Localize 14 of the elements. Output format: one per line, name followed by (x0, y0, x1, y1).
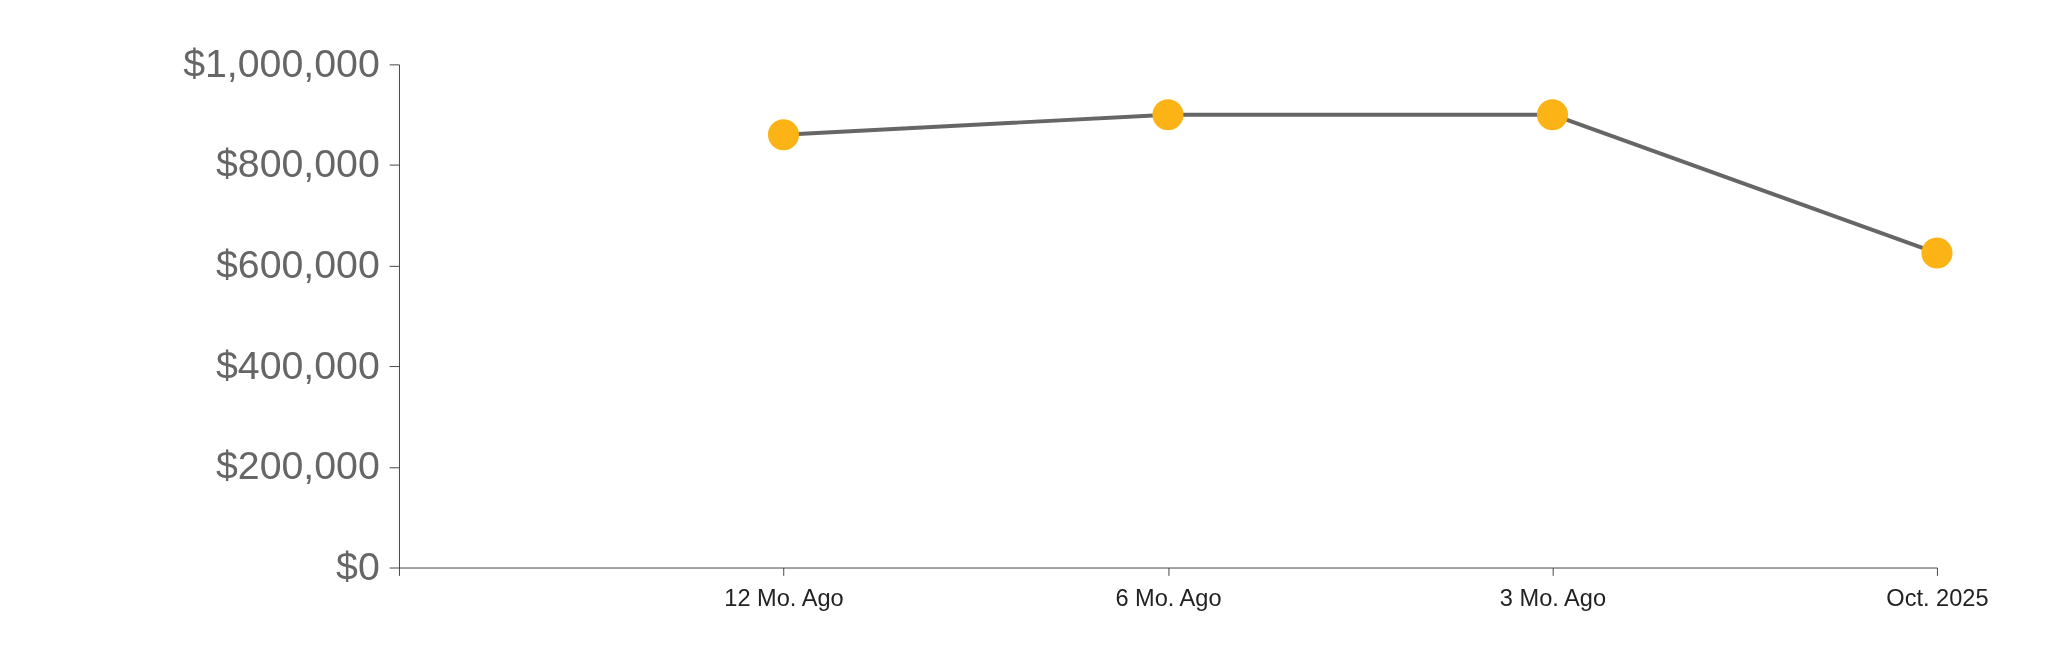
y-tick-label: $1,000,000 (183, 40, 380, 85)
y-tick-label: $200,000 (215, 443, 380, 488)
x-tick-label: 12 Mo. Ago (724, 585, 844, 612)
point (767, 119, 800, 151)
y-tick-label: $0 (336, 543, 380, 588)
x-tick-label: Oct. 2025 (1886, 585, 1989, 612)
point (1921, 237, 1953, 269)
x-tick-label: 3 Mo. Ago (1499, 585, 1607, 612)
x-tick-label: 6 Mo. Ago (1115, 585, 1222, 612)
y-tick-label: $400,000 (215, 342, 380, 387)
point (1152, 99, 1184, 131)
y-tick-label: $600,000 (215, 241, 380, 286)
point (1536, 99, 1568, 131)
y-tick-label: $800,000 (215, 141, 380, 186)
